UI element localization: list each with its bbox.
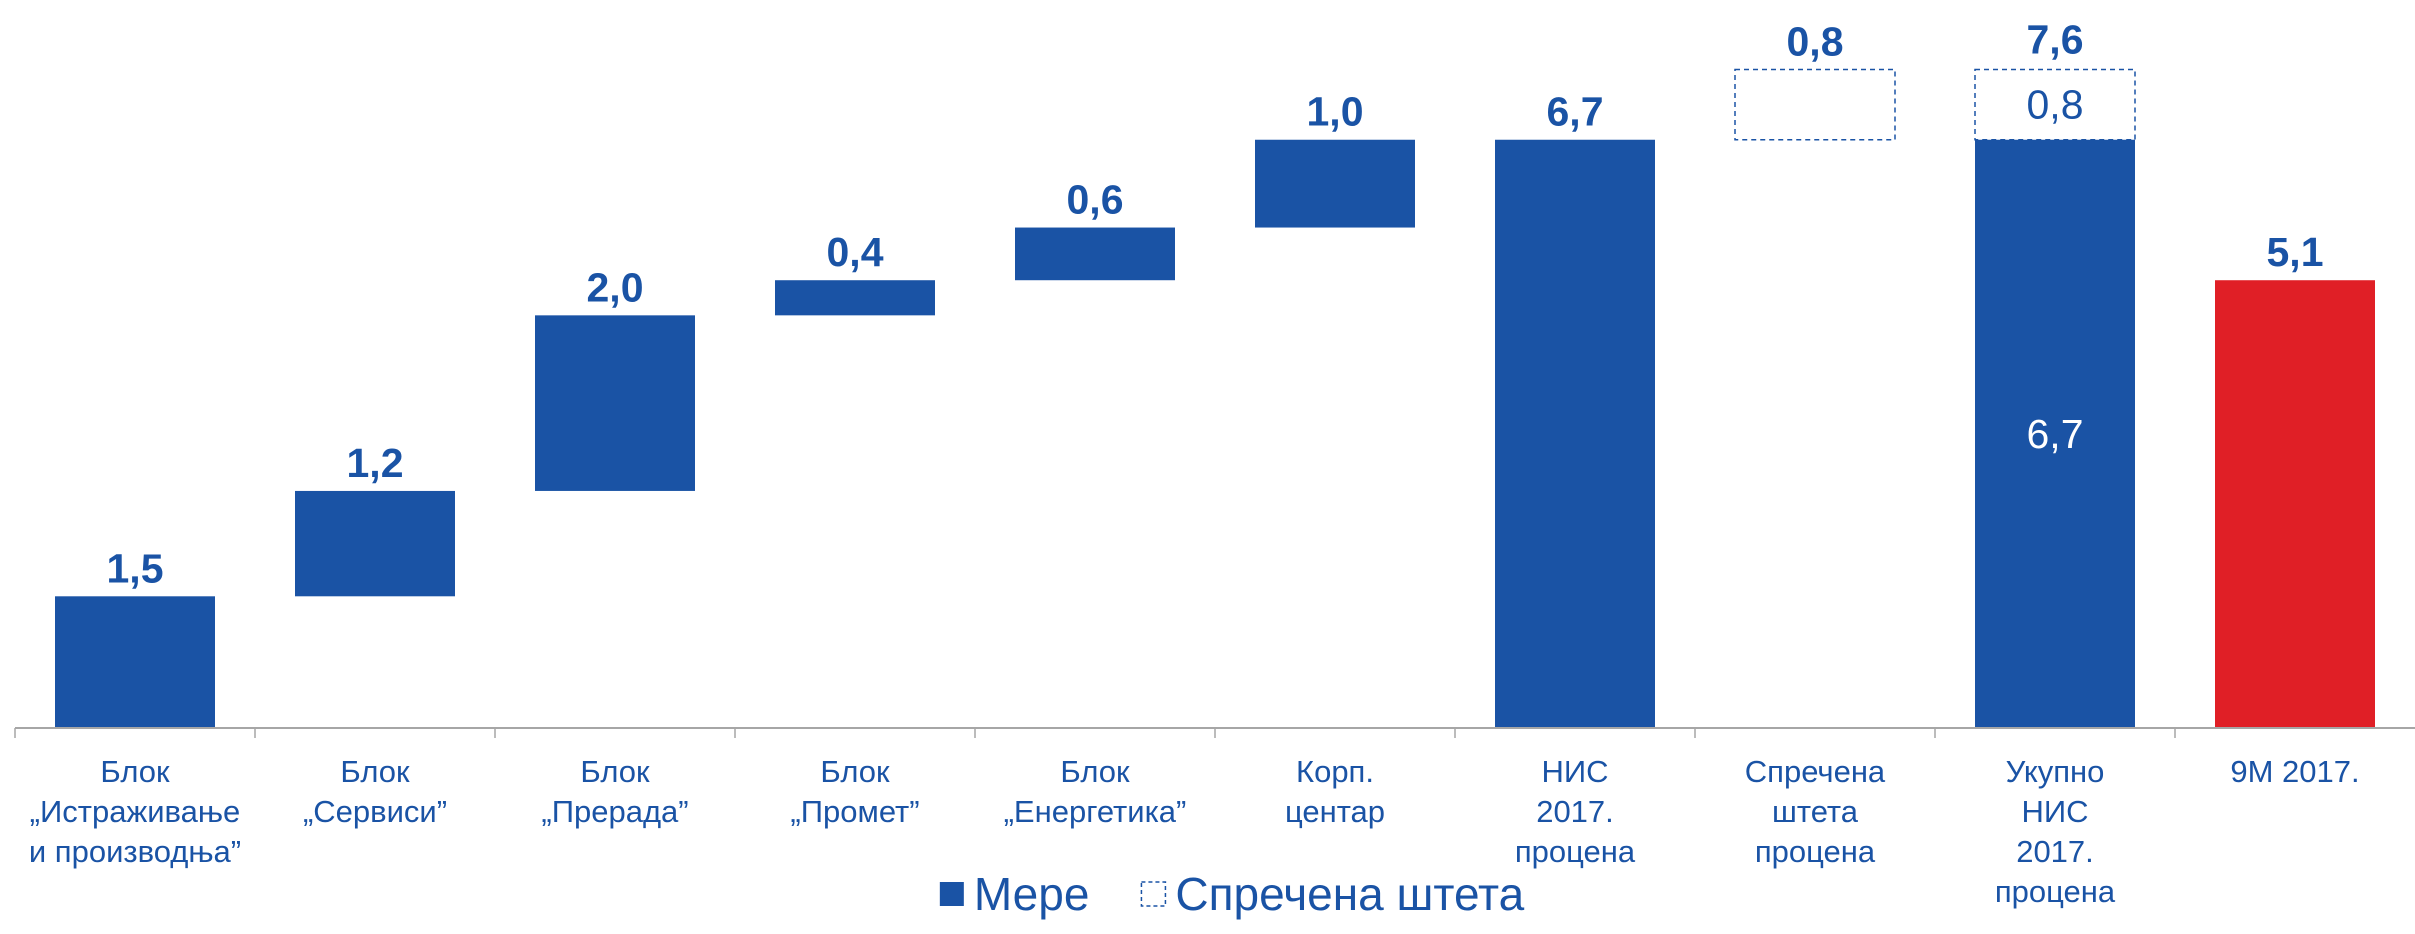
bar (1015, 227, 1175, 281)
bar (1255, 139, 1415, 228)
x-tick-label: 9M 2017. (2230, 754, 2359, 789)
legend: Мере Спречена штета (939, 868, 1525, 920)
value-label: 1,5 (107, 545, 164, 591)
value-label: 0,6 (1067, 177, 1124, 223)
bar (2215, 280, 2375, 728)
x-tick-label: Блок „Истраживање и производња” (29, 754, 241, 869)
x-tick-label: Укупно НИС 2017. процена (1995, 754, 2116, 909)
x-tick-label: Блок „Прерада” (541, 754, 688, 829)
value-label: 6,7 (1547, 89, 1604, 135)
value-label: 1,2 (347, 440, 404, 486)
value-label: 1,0 (1307, 89, 1364, 135)
x-tick-label: Блок „Сервиси” (303, 754, 447, 829)
legend-swatch (939, 882, 964, 906)
value-label: 0,4 (827, 229, 884, 275)
bar (1974, 68, 2136, 141)
value-label: 5,1 (2267, 229, 2324, 275)
total-label: 7,6 (2027, 17, 2084, 63)
bar (535, 315, 695, 491)
bar (1975, 139, 2135, 729)
x-tick-label: Блок „Промет” (790, 754, 919, 829)
x-tick-label: НИС 2017. процена (1515, 754, 1636, 869)
bar (295, 490, 455, 597)
bar (1734, 68, 1896, 141)
legend-swatch (1140, 881, 1167, 907)
value-label: 0,8 (2027, 82, 2084, 128)
value-label: 6,7 (2027, 411, 2084, 457)
legend-label: Мере (974, 868, 1090, 920)
legend-label: Спречена штета (1175, 868, 1524, 920)
x-tick-label: Блок „Енергетика” (1004, 754, 1187, 829)
value-label: 0,8 (1787, 19, 1844, 65)
bar (1495, 139, 1655, 729)
value-label: 2,0 (587, 264, 644, 310)
x-tick-label: Корп. центар (1285, 754, 1385, 829)
bar (55, 596, 215, 728)
bar (775, 280, 935, 316)
x-tick-label: Спречена штета процена (1745, 754, 1886, 869)
